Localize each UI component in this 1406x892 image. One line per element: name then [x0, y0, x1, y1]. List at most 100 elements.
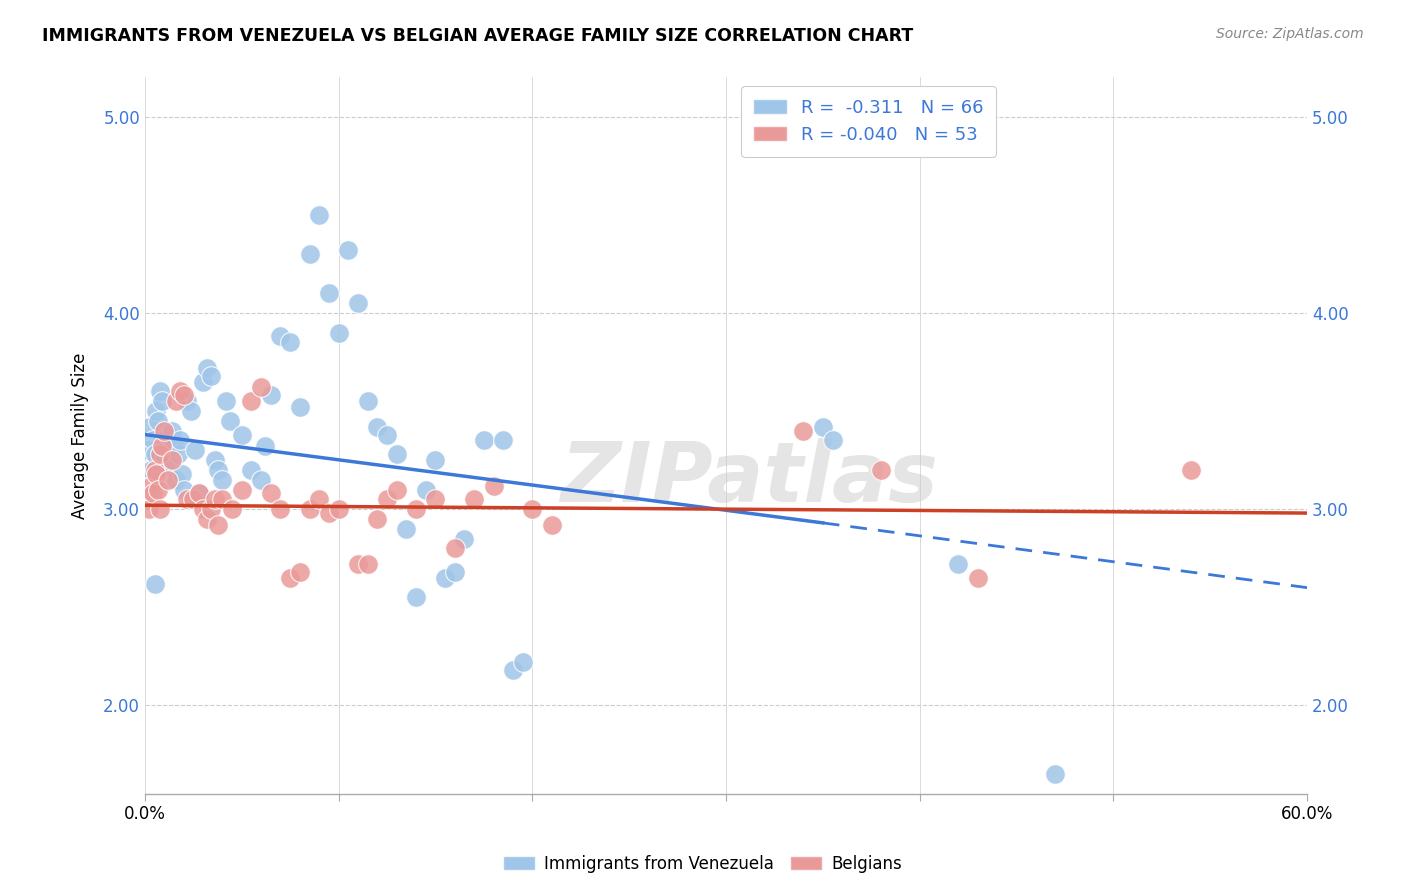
Point: [219, 414, 242, 428]
Point: [191, 502, 214, 516]
Point: [153, 453, 176, 467]
Point: [211, 492, 233, 507]
Point: [142, 434, 165, 448]
Point: [298, 502, 321, 516]
Point: [395, 522, 418, 536]
Point: [328, 326, 350, 340]
Legend: R =  -0.311   N = 66, R = -0.040   N = 53: R = -0.311 N = 66, R = -0.040 N = 53: [741, 87, 995, 157]
Point: [269, 329, 291, 343]
Point: [150, 439, 173, 453]
Point: [288, 565, 311, 579]
Point: [356, 394, 378, 409]
Point: [260, 486, 283, 500]
Point: [425, 453, 447, 467]
Point: [405, 502, 427, 516]
Legend: Immigrants from Venezuela, Belgians: Immigrants from Venezuela, Belgians: [498, 848, 908, 880]
Point: [453, 532, 475, 546]
Point: [811, 419, 834, 434]
Point: [278, 571, 301, 585]
Point: [240, 463, 263, 477]
Point: [375, 427, 398, 442]
Point: [821, 434, 844, 448]
Point: [328, 502, 350, 516]
Point: [149, 384, 172, 399]
Point: [792, 424, 814, 438]
Point: [366, 512, 388, 526]
Point: [318, 506, 340, 520]
Point: [211, 473, 233, 487]
Point: [260, 388, 283, 402]
Point: [443, 565, 465, 579]
Point: [170, 467, 193, 481]
Point: [173, 483, 195, 497]
Text: Source: ZipAtlas.com: Source: ZipAtlas.com: [1216, 27, 1364, 41]
Point: [195, 360, 218, 375]
Point: [155, 443, 177, 458]
Point: [221, 502, 243, 516]
Point: [173, 388, 195, 402]
Point: [166, 447, 188, 461]
Point: [502, 663, 524, 677]
Point: [149, 502, 172, 516]
Point: [180, 404, 202, 418]
Point: [160, 453, 183, 467]
Point: [176, 394, 198, 409]
Point: [200, 502, 222, 516]
Point: [415, 483, 437, 497]
Point: [143, 576, 166, 591]
Point: [356, 557, 378, 571]
Point: [512, 655, 534, 669]
Point: [153, 424, 176, 438]
Point: [157, 473, 180, 487]
Point: [160, 424, 183, 438]
Point: [149, 447, 172, 461]
Point: [200, 368, 222, 383]
Y-axis label: Average Family Size: Average Family Size: [72, 352, 89, 519]
Point: [288, 400, 311, 414]
Point: [375, 492, 398, 507]
Point: [385, 483, 408, 497]
Point: [163, 439, 186, 453]
Point: [157, 427, 180, 442]
Point: [169, 434, 191, 448]
Point: [1180, 463, 1202, 477]
Point: [948, 557, 970, 571]
Point: [143, 447, 166, 461]
Point: [191, 375, 214, 389]
Point: [169, 384, 191, 399]
Point: [522, 502, 544, 516]
Point: [347, 296, 370, 310]
Point: [253, 439, 276, 453]
Point: [540, 517, 562, 532]
Point: [318, 286, 340, 301]
Point: [159, 458, 181, 473]
Point: [366, 419, 388, 434]
Point: [181, 492, 204, 507]
Point: [139, 478, 162, 492]
Point: [139, 463, 162, 477]
Point: [1045, 767, 1067, 781]
Point: [135, 492, 157, 507]
Point: [143, 463, 166, 477]
Point: [145, 467, 167, 481]
Point: [482, 478, 505, 492]
Point: [269, 502, 291, 516]
Point: [308, 208, 330, 222]
Point: [138, 502, 160, 516]
Text: IMMIGRANTS FROM VENEZUELA VS BELGIAN AVERAGE FAMILY SIZE CORRELATION CHART: IMMIGRANTS FROM VENEZUELA VS BELGIAN AVE…: [42, 27, 914, 45]
Point: [443, 541, 465, 556]
Point: [492, 434, 515, 448]
Point: [425, 492, 447, 507]
Point: [298, 247, 321, 261]
Point: [207, 517, 229, 532]
Point: [142, 486, 165, 500]
Point: [215, 394, 238, 409]
Point: [870, 463, 893, 477]
Point: [188, 486, 211, 500]
Point: [405, 591, 427, 605]
Point: [148, 414, 170, 428]
Point: [138, 419, 160, 434]
Point: [135, 443, 157, 458]
Point: [472, 434, 495, 448]
Point: [250, 380, 273, 394]
